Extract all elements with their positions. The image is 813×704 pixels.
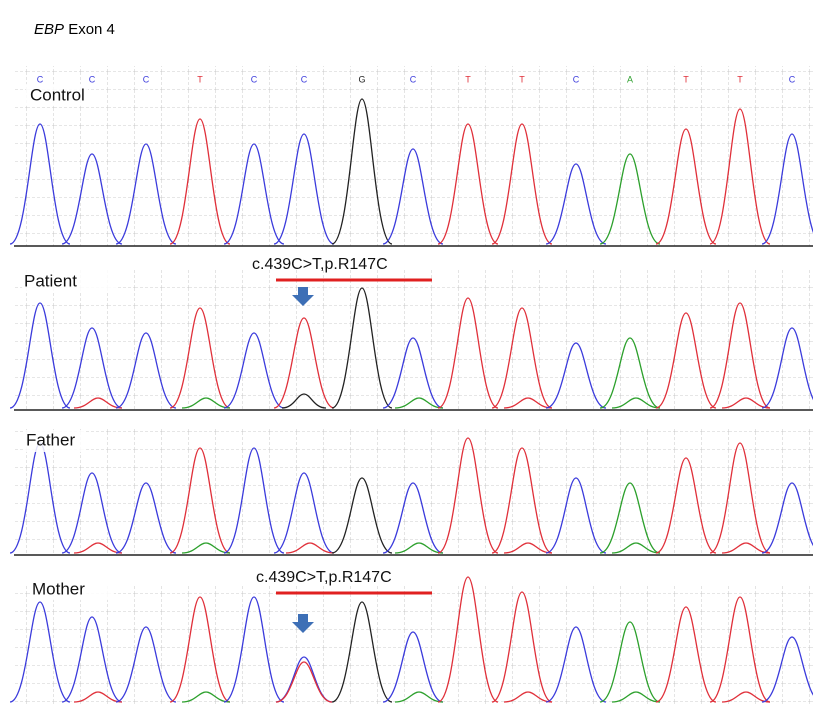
base-call: T: [683, 74, 689, 84]
base-call: A: [627, 74, 633, 84]
panel-label: Patient: [24, 271, 77, 290]
base-call: C: [301, 74, 308, 84]
gene-name: EBP: [34, 21, 64, 38]
grid: [14, 270, 813, 410]
grid: [14, 428, 813, 555]
mutation-annotation: c.439C>T,p.R147C: [252, 256, 388, 273]
base-call: C: [410, 74, 417, 84]
base-call: C: [251, 74, 258, 84]
figure-title: EBP Exon 4: [34, 21, 115, 38]
base-call: T: [737, 74, 743, 84]
base-call: C: [37, 74, 44, 84]
base-call: C: [143, 74, 150, 84]
base-call: T: [197, 74, 203, 84]
panel-label: Father: [26, 430, 75, 449]
mutation-annotation: c.439C>T,p.R147C: [256, 569, 392, 586]
base-call: C: [789, 74, 796, 84]
panel-label: Mother: [32, 579, 85, 598]
base-call: T: [465, 74, 471, 84]
base-call: T: [519, 74, 525, 84]
exon-label: Exon 4: [68, 21, 115, 38]
base-call: G: [358, 74, 365, 84]
base-call: C: [89, 74, 96, 84]
figure: EBP Exon 4 Control Patient Father Mother…: [0, 0, 813, 704]
base-call: C: [573, 74, 580, 84]
page: EBP Exon 4 Control Patient Father Mother…: [0, 0, 813, 704]
panel-label: Control: [30, 85, 85, 104]
grid: [14, 585, 813, 704]
